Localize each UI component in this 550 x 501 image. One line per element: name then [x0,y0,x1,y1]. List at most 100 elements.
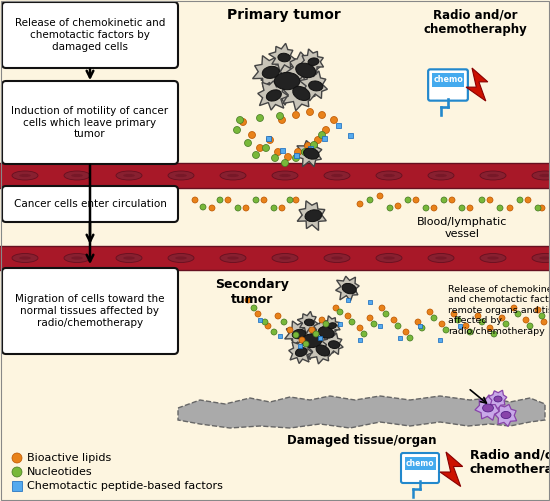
Circle shape [293,154,300,161]
Circle shape [12,453,22,463]
Polygon shape [261,57,306,105]
Circle shape [267,136,273,143]
Bar [318,336,322,340]
Circle shape [427,309,433,315]
Bar [294,152,299,157]
Polygon shape [308,337,334,364]
Ellipse shape [305,210,322,221]
FancyBboxPatch shape [401,453,439,483]
Circle shape [277,113,283,120]
Bar [0,163,550,188]
Ellipse shape [494,396,502,402]
Circle shape [455,317,461,323]
Circle shape [225,197,231,203]
Circle shape [439,321,445,327]
Ellipse shape [64,171,90,180]
Ellipse shape [19,257,31,260]
Polygon shape [252,56,285,89]
Circle shape [539,205,545,211]
Ellipse shape [19,174,31,177]
Polygon shape [310,318,338,347]
Ellipse shape [328,341,339,349]
Ellipse shape [304,148,319,159]
Bar [258,318,262,322]
Ellipse shape [376,171,402,180]
Polygon shape [321,333,343,356]
Circle shape [323,321,329,327]
Circle shape [491,331,497,337]
Circle shape [511,305,517,311]
Circle shape [405,197,411,203]
Circle shape [255,311,261,317]
Text: Secondary
tumor: Secondary tumor [215,278,289,306]
Text: Cancer cells enter circulation: Cancer cells enter circulation [14,199,167,209]
Circle shape [525,197,531,203]
Ellipse shape [266,90,282,101]
Circle shape [527,323,533,329]
Circle shape [299,337,305,343]
Polygon shape [297,201,326,230]
Circle shape [249,131,256,138]
Circle shape [333,305,339,311]
Ellipse shape [428,254,454,263]
Ellipse shape [480,171,506,180]
Circle shape [271,329,277,335]
Polygon shape [291,322,326,360]
Ellipse shape [296,63,316,78]
Bar [298,344,302,348]
Circle shape [431,315,437,321]
Ellipse shape [324,171,350,180]
Circle shape [345,313,351,319]
Circle shape [419,325,425,331]
Ellipse shape [539,174,550,177]
Ellipse shape [331,174,343,177]
Bar [279,147,284,152]
Circle shape [309,327,315,333]
Polygon shape [178,396,545,428]
Bar [346,298,350,302]
Bar [368,300,372,304]
Text: Chemotactic peptide-based factors: Chemotactic peptide-based factors [27,481,223,491]
Circle shape [319,317,325,323]
Circle shape [287,327,293,333]
Circle shape [293,112,300,119]
Circle shape [431,205,437,211]
Bar [378,324,382,328]
Circle shape [293,332,299,338]
Ellipse shape [262,66,279,79]
FancyBboxPatch shape [2,186,178,222]
Circle shape [301,148,309,155]
Ellipse shape [487,174,499,177]
Ellipse shape [220,171,246,180]
Circle shape [245,297,251,303]
Circle shape [387,205,393,211]
Circle shape [535,307,541,313]
Bar [432,73,464,87]
Circle shape [243,205,249,211]
Circle shape [403,329,409,335]
Circle shape [413,197,419,203]
Circle shape [423,205,429,211]
Circle shape [287,197,293,203]
Circle shape [349,319,355,325]
Bar [336,123,340,127]
Ellipse shape [272,254,298,263]
Ellipse shape [309,81,323,91]
Bar [404,456,436,470]
Circle shape [541,319,547,325]
Ellipse shape [116,254,142,263]
Text: Bioactive lipids: Bioactive lipids [27,453,111,463]
Circle shape [367,197,373,203]
Bar [348,132,353,137]
Circle shape [303,341,309,347]
Ellipse shape [480,254,506,263]
Ellipse shape [318,327,334,338]
Bar [266,135,271,140]
Bar [438,338,442,342]
Circle shape [282,159,289,166]
Circle shape [278,117,285,124]
Bar [338,322,342,326]
Circle shape [499,315,505,321]
Circle shape [209,205,215,211]
Text: Induction of motility of cancer
cells which leave primary
tumor: Induction of motility of cancer cells wh… [12,106,168,139]
